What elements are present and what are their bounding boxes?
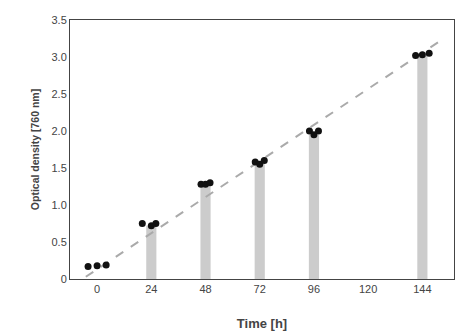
svg-text:3.0: 3.0 [52, 51, 67, 63]
svg-text:144: 144 [413, 283, 431, 295]
svg-text:3.5: 3.5 [52, 14, 67, 26]
svg-text:Optical density [760 nm]: Optical density [760 nm] [29, 89, 41, 210]
svg-text:Time [h]: Time [h] [237, 316, 287, 331]
svg-text:1.0: 1.0 [52, 199, 67, 211]
svg-text:2.0: 2.0 [52, 125, 67, 137]
svg-text:120: 120 [359, 283, 377, 295]
svg-text:0.5: 0.5 [52, 236, 67, 248]
svg-text:1.5: 1.5 [52, 162, 67, 174]
svg-text:96: 96 [308, 283, 320, 295]
svg-text:24: 24 [145, 283, 157, 295]
svg-text:48: 48 [199, 283, 211, 295]
svg-text:0: 0 [61, 273, 67, 285]
svg-text:0: 0 [94, 283, 100, 295]
svg-text:2.5: 2.5 [52, 88, 67, 100]
svg-text:72: 72 [254, 283, 266, 295]
